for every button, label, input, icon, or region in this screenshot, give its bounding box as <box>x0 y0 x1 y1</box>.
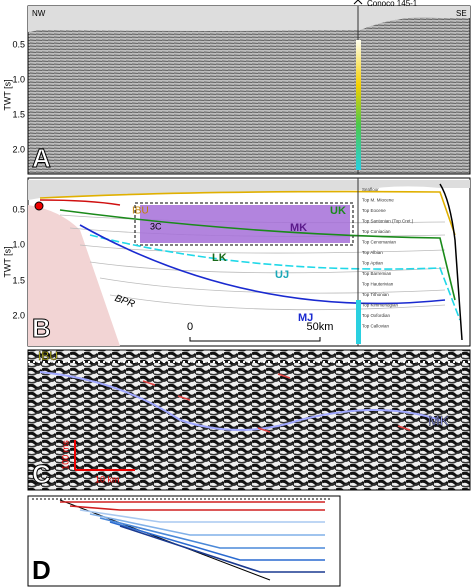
axis-label: TWT [s] <box>2 246 12 277</box>
tick-label: 1.5 <box>12 109 25 119</box>
panel-b: Seafloor Top M. Miocene Top Eocene Top Sant… <box>2 177 471 347</box>
label-lk: LK <box>212 252 227 264</box>
horizon-label: Top Albian <box>362 250 383 255</box>
label-mj: MJ <box>298 312 313 324</box>
horizon-line <box>39 190 456 236</box>
horizontal-scale-label: 10 km <box>95 474 120 484</box>
tick-label: 0.5 <box>12 39 25 49</box>
label-mk: MK <box>290 222 307 234</box>
tick-label: 1.0 <box>12 74 25 84</box>
seismic-section <box>27 5 471 175</box>
well-log <box>356 40 361 170</box>
label-uk: UK <box>330 205 346 217</box>
horizon-label: Top Tithonian <box>362 292 389 297</box>
horizon-line <box>79 224 446 305</box>
well-name: Conoco 145-1 <box>367 0 418 8</box>
horizon-line <box>39 199 121 206</box>
label-se: SE <box>456 9 467 18</box>
mk-horizon <box>39 371 441 431</box>
horizon-label: Top Callovian <box>362 324 390 329</box>
onlap-arrows <box>142 373 411 433</box>
horizon-label: Top Hauterivian <box>362 282 394 287</box>
tick-label: 2.0 <box>12 310 25 320</box>
horizon-label: Top Aptian <box>362 261 384 266</box>
sketch-layers <box>60 501 325 573</box>
tick-label: 1.0 <box>12 239 25 249</box>
horizon-line <box>89 234 461 321</box>
horizon-label: Top Santonian (Top Cret.) <box>362 219 414 224</box>
horizon-label: Top Barremian <box>362 271 392 276</box>
horizon-label: Top M. Miocene <box>362 198 394 203</box>
horizon-label: Top Oxfordian <box>362 313 391 318</box>
horizon-line <box>59 209 456 301</box>
basement <box>28 205 120 346</box>
tick-label: 0.5 <box>12 204 25 214</box>
label-ibu: IBU <box>132 206 149 217</box>
panel-letter: A <box>32 143 51 173</box>
label-nw: NW <box>32 9 46 18</box>
scale-bar <box>189 337 321 342</box>
panel-d: D <box>27 495 341 587</box>
axis-label: TWT [s] <box>2 79 12 110</box>
fault <box>439 183 463 341</box>
horizon-label: Seafloor <box>362 187 379 192</box>
panel-letter: C <box>32 459 51 489</box>
tick-label: 2.0 <box>12 144 25 154</box>
horizon-label: Top Kimmeridgian <box>362 303 399 308</box>
horizon-label: Top Eocene <box>362 208 386 213</box>
water-column <box>28 6 470 32</box>
seismic-detail <box>27 349 471 491</box>
horizon-label: Top Cenomanian <box>362 240 397 245</box>
panel-letter: D <box>32 555 51 585</box>
scale-end: 50km <box>307 321 334 333</box>
panel-c: IBU MK 100 ms 10 km C <box>27 349 471 491</box>
scale-start: 0 <box>187 321 193 333</box>
mk-zone <box>140 205 350 243</box>
conceptual-sketch <box>27 495 341 587</box>
horizon-label: Top Coniacian <box>362 229 391 234</box>
water-column <box>28 180 470 200</box>
tick-label: 1.5 <box>12 275 25 285</box>
label-box: 3C <box>150 221 162 231</box>
well-log <box>356 300 361 344</box>
panel-a: NW SE Conoco 145-1 TWT [s] 0.5 1.0 1.5 2… <box>2 0 471 175</box>
label-uj: UJ <box>275 269 289 281</box>
marker <box>34 201 44 211</box>
label-mk: MK <box>428 413 450 429</box>
label-ibu: IBU <box>38 349 58 363</box>
panel-letter: B <box>32 313 51 343</box>
vertical-scale-label: 100 ms <box>60 440 70 470</box>
well-symbol <box>353 0 363 5</box>
